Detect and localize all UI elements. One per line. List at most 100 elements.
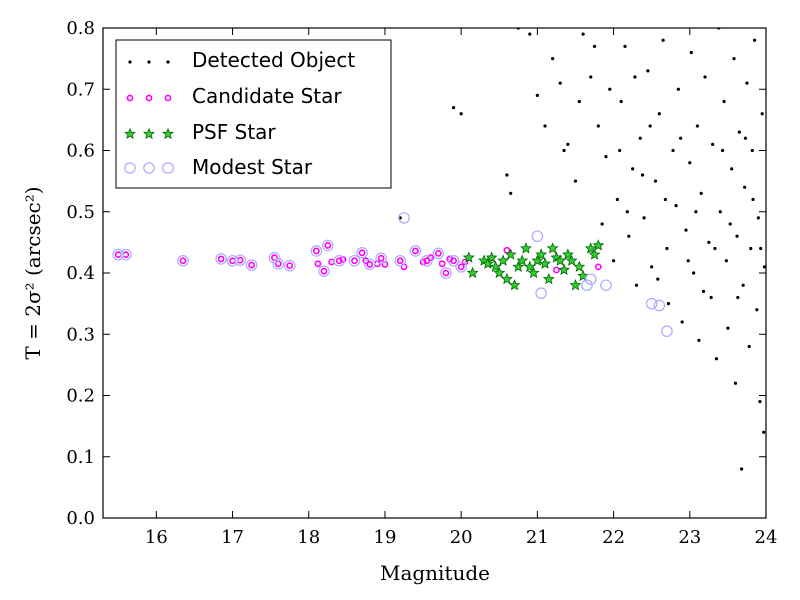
detected-object-point [762, 265, 766, 269]
detected-object-point [732, 57, 736, 61]
modest-star-point [531, 230, 544, 243]
detected-object-point [735, 234, 739, 238]
detected-object-point [707, 240, 711, 244]
detected-object-point [730, 167, 734, 171]
legend-marker-psf-star [162, 127, 174, 140]
x-tick-label: 19 [374, 527, 397, 548]
modest-star-point [177, 254, 189, 267]
detected-object-point [551, 57, 555, 61]
detected-object-point [733, 381, 738, 385]
x-tick-label: 22 [602, 527, 625, 548]
modest-star-point [581, 279, 593, 292]
detected-object-point [666, 302, 671, 306]
legend-label-modest-star: Modest Star [192, 155, 313, 179]
psf-star-point [481, 257, 494, 269]
detected-object-point [674, 204, 678, 208]
x-axis-label: Magnitude [380, 561, 490, 585]
detected-object-point [749, 246, 753, 251]
candidate-star-point [312, 247, 320, 255]
y-tick-label: 0.3 [66, 324, 95, 345]
psf-star-point [554, 254, 567, 266]
psf-star-point [523, 260, 536, 272]
detected-object-point [657, 112, 661, 116]
detected-object-point [615, 197, 619, 202]
legend-markers [124, 60, 174, 174]
x-tick-label: 18 [297, 527, 320, 548]
detected-object-point [714, 357, 719, 361]
detected-object-point [611, 259, 616, 263]
detected-object-point [558, 81, 562, 85]
legend-marker-modest-star [162, 162, 174, 174]
psf-star-point [504, 248, 517, 260]
detected-object-point [625, 210, 629, 214]
detected-object-point [581, 32, 585, 36]
candidate-star-point [335, 257, 343, 265]
psf-star-point [592, 239, 605, 251]
detected-object-point [745, 81, 749, 85]
detected-object-point [684, 228, 688, 232]
candidate-star-point [442, 269, 450, 277]
modest-star-point [226, 254, 239, 267]
detected-object-point [686, 259, 690, 263]
detected-object-point [762, 430, 766, 434]
legend-marker-psf-star [143, 127, 155, 140]
psf-star-point [573, 260, 586, 272]
legend-marker-candidate-star [126, 94, 134, 102]
psf-star-point [535, 248, 548, 260]
x-tick-label: 23 [678, 527, 701, 548]
candidate-star-point [396, 257, 404, 265]
legend-marker-candidate-star [164, 94, 172, 102]
detected-object-point [752, 38, 757, 42]
detected-object-point [589, 75, 593, 79]
axes-ticks: 16 17 18 19 20 21 22 23 24 0.0 0.1 0.2 0.3 0.4 0.5 0.6 0… [66, 18, 777, 548]
detected-object-point [566, 142, 570, 146]
detected-object-point [596, 124, 600, 128]
psf-star-point [485, 251, 498, 263]
candidate-star-point [114, 251, 122, 259]
detected-object-point [755, 308, 759, 312]
detected-object-point [608, 87, 612, 91]
x-tick-label: 16 [145, 527, 168, 548]
detected-object-point [604, 155, 608, 159]
modest-star-point [356, 246, 368, 259]
modest-star-point [440, 267, 452, 279]
psf-star-point [512, 260, 525, 272]
detected-object-point [505, 173, 509, 177]
modest-star-point [421, 254, 433, 267]
detected-object-point [760, 112, 764, 116]
detected-object-point [543, 124, 547, 128]
candidate-star-point [434, 249, 442, 257]
y-tick-label: 0.1 [66, 447, 95, 468]
modest-star-point [215, 253, 227, 265]
modest-star-point [348, 254, 361, 267]
candidate-star-point [217, 255, 225, 263]
modest-star-point [363, 258, 376, 271]
modest-star-point [394, 254, 407, 267]
detected-object-point [709, 295, 713, 300]
detected-object-point [759, 246, 763, 251]
candidate-star-point [438, 260, 446, 268]
legend-marker-modest-star [124, 162, 136, 174]
detected-object-point [680, 320, 684, 324]
modest-star-point [120, 248, 132, 261]
legend-label-detected-object: Detected Object [192, 48, 355, 72]
detected-object-point [703, 75, 707, 79]
candidate-star-point [179, 257, 187, 265]
legend-marker-psf-star [124, 127, 136, 140]
detected-object-point [701, 289, 706, 293]
detected-object-point [722, 99, 726, 104]
detected-object-point [618, 148, 622, 153]
detected-object-point [741, 283, 745, 287]
detected-object-point [528, 32, 532, 36]
x-tick-label: 17 [221, 527, 244, 548]
x-tick-label: 24 [755, 527, 778, 548]
candidate-star-point [503, 246, 511, 254]
detected-object-point [728, 222, 732, 226]
psf-star-point [546, 242, 559, 254]
detected-object-point [642, 216, 646, 220]
detected-object-point [577, 99, 581, 104]
y-tick-label: 0.7 [66, 79, 95, 100]
detected-object-point [679, 136, 683, 140]
x-tick-label: 21 [526, 527, 549, 548]
detected-object-point [600, 222, 604, 226]
